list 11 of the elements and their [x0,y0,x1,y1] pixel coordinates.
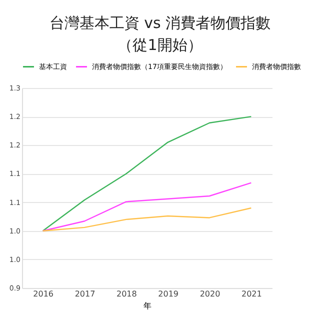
x-axis-title: 年 [144,302,152,310]
x-tick-label: 2016 [33,290,54,298]
x-tick-label: 2018 [116,290,137,298]
line-series [42,116,252,232]
line-series [42,182,252,232]
chart-title: 台灣基本工資 vs 消費者物價指數（從1開始） [48,13,272,56]
x-tick-label: 2021 [241,290,262,298]
x-tick-label: 2019 [158,290,179,298]
line-series [42,207,252,232]
x-tick-label: 2020 [200,290,220,298]
x-tick-label: 2017 [74,290,96,298]
